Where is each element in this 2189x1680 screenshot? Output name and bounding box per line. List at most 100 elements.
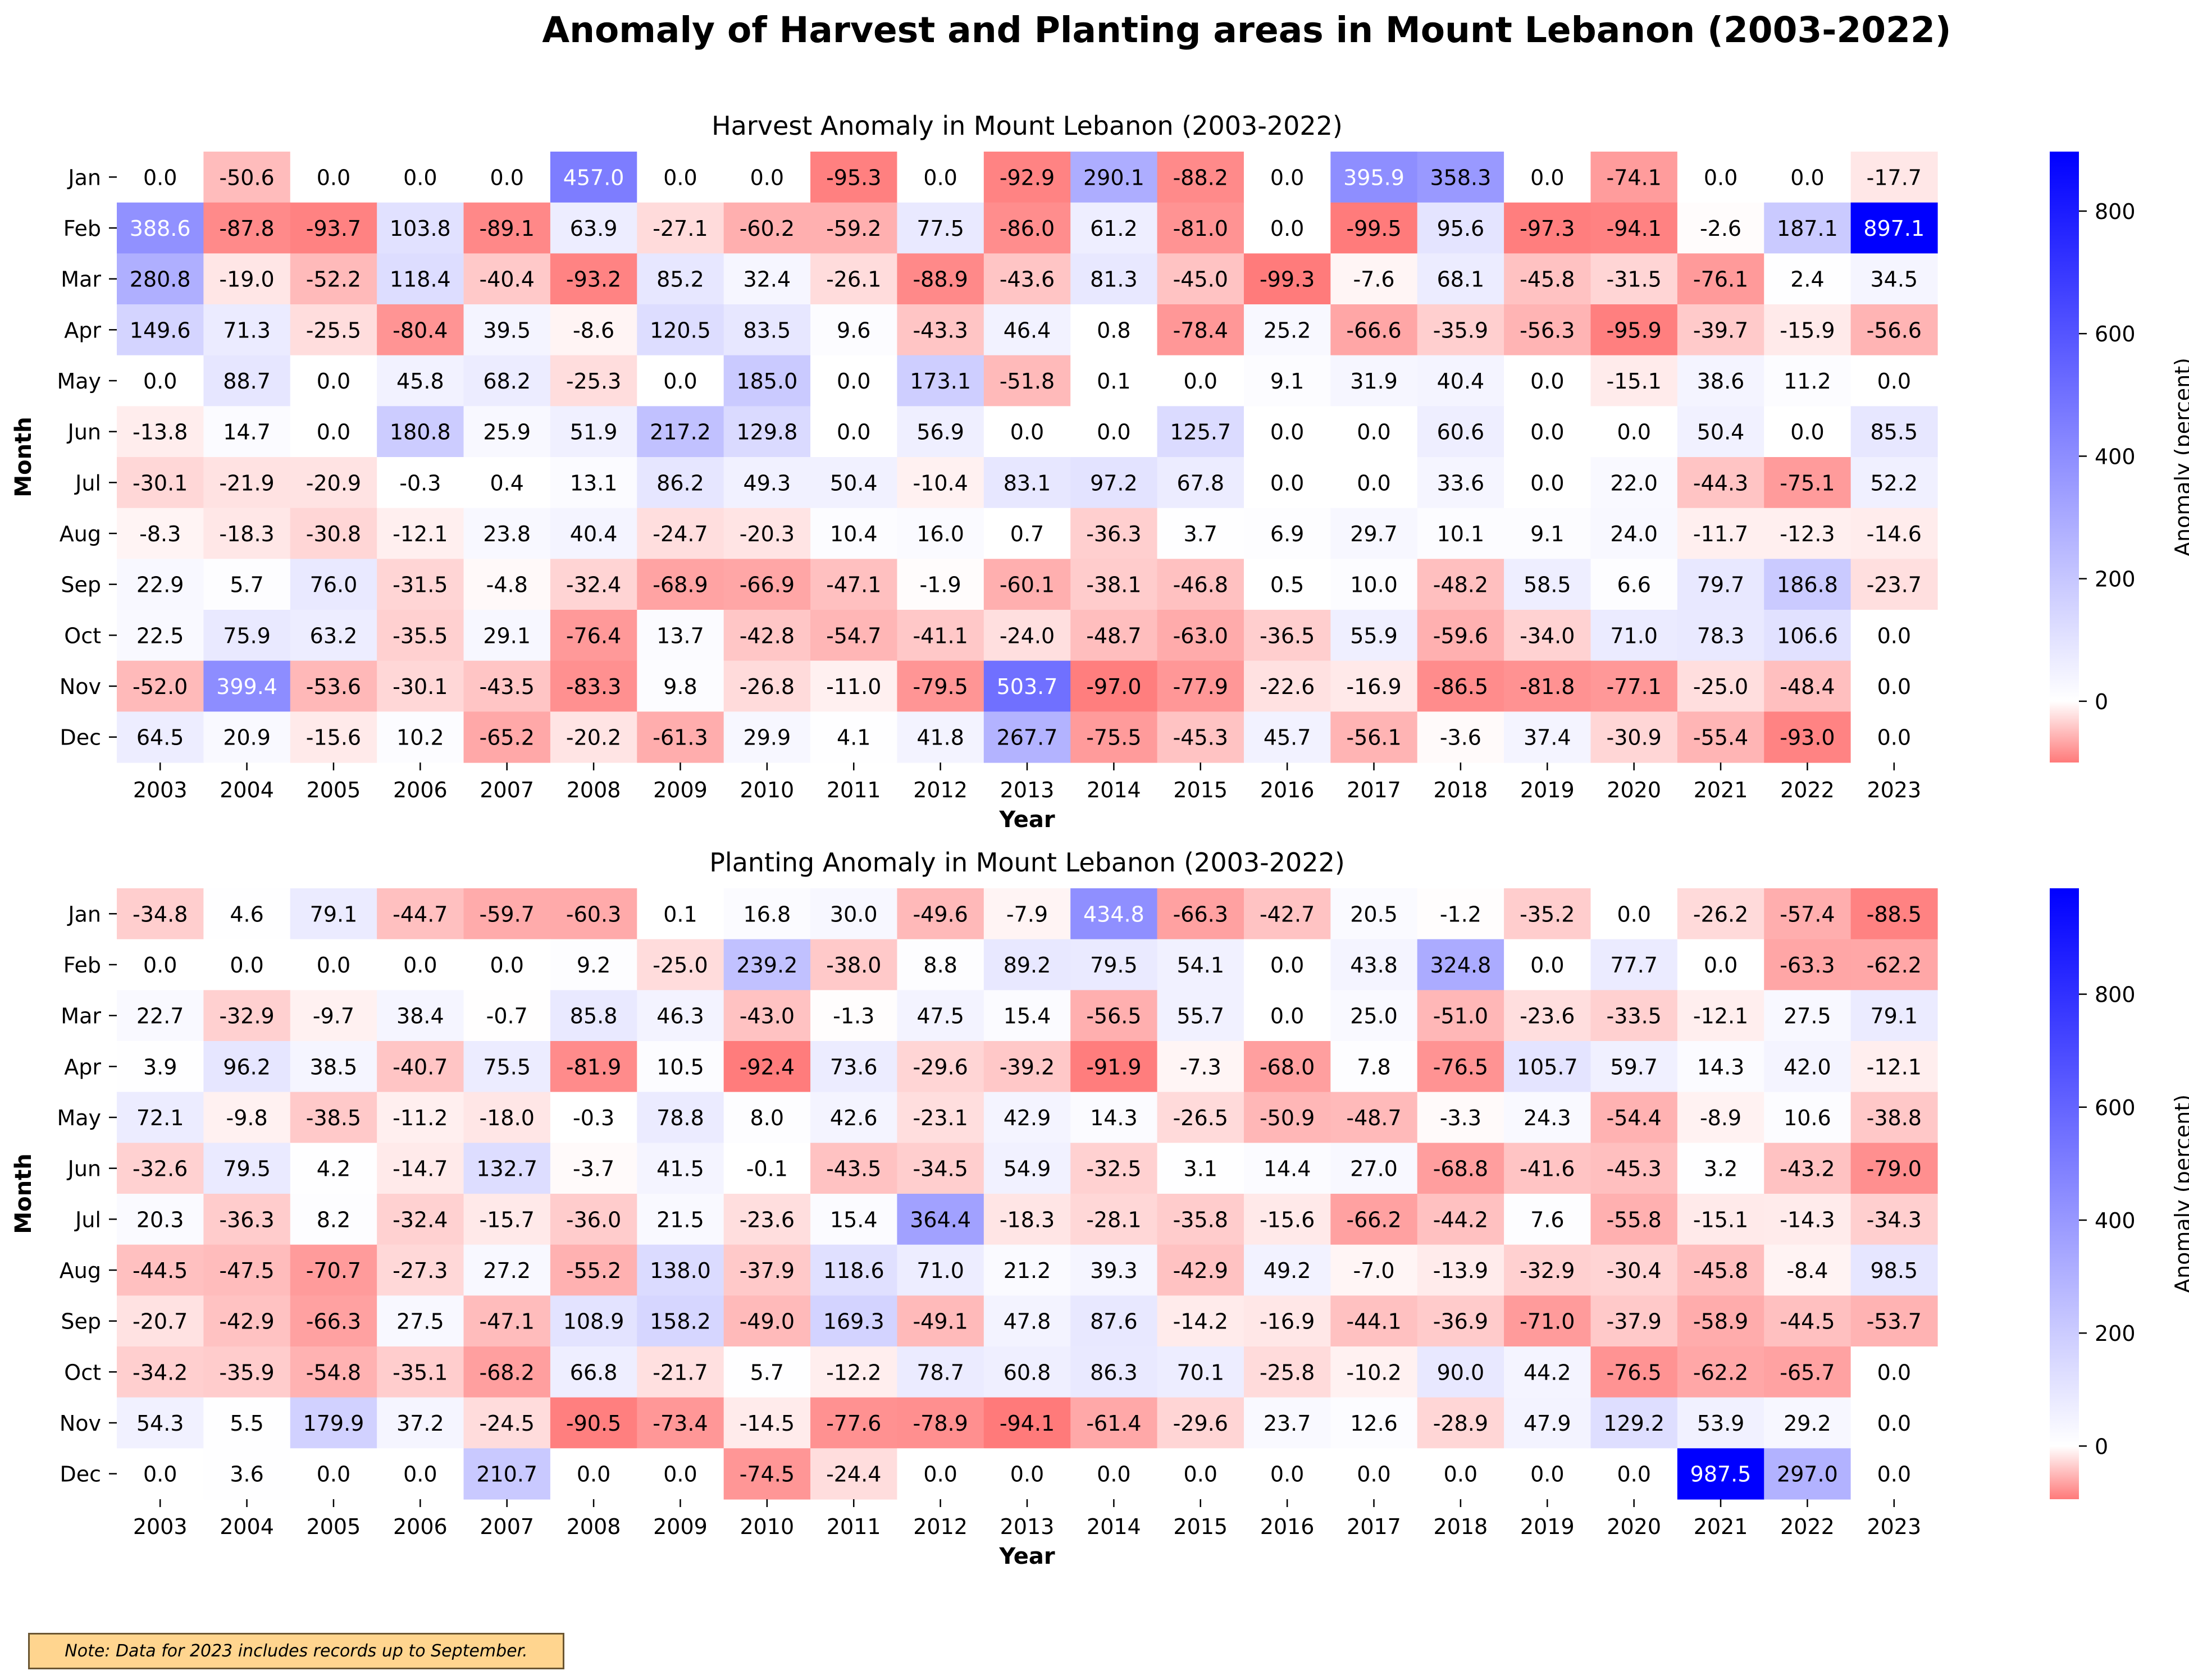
harvest-cell-value-label: 9.6	[837, 318, 870, 343]
harvest-cell-value-label: -79.5	[913, 674, 968, 699]
harvest-heatmap-cell	[1070, 559, 1158, 610]
planting-x-tick-label: 2007	[480, 1514, 534, 1539]
planting-cell-value-label: 129.2	[1603, 1411, 1664, 1436]
harvest-cell-value-label: 0.0	[1184, 369, 1217, 394]
harvest-heatmap-cell	[1504, 457, 1591, 509]
planting-cell-value-label: 47.8	[1004, 1309, 1051, 1334]
planting-y-tick-label: May	[57, 1106, 101, 1130]
harvest-y-tick-label: Jul	[74, 471, 101, 495]
planting-cell-value-label: -54.8	[306, 1360, 361, 1385]
harvest-heatmap-cell	[377, 508, 464, 559]
harvest-heatmap-cell	[550, 406, 637, 458]
harvest-heatmap-cell	[1590, 660, 1678, 712]
planting-cell-value-label: 3.9	[143, 1054, 177, 1079]
harvest-cell-value-label: -56.3	[1520, 318, 1575, 343]
planting-cell-value-label: 27.2	[483, 1258, 531, 1283]
harvest-heatmap-cell	[983, 559, 1071, 610]
planting-heatmap-cell	[1764, 1194, 1851, 1245]
planting-cell-value-label: 239.2	[736, 953, 797, 978]
planting-heatmap-cell	[550, 990, 637, 1042]
harvest-cell-value-label: -99.5	[1346, 216, 1401, 241]
harvest-heatmap-cell	[1243, 559, 1331, 610]
planting-cell-value-label: 3.1	[1184, 1157, 1217, 1181]
harvest-heatmap-cell	[377, 559, 464, 610]
planting-cell-value-label: -15.6	[1260, 1207, 1315, 1232]
planting-heatmap-cell	[1764, 1295, 1851, 1347]
planting-cell-value-label: -28.9	[1433, 1411, 1488, 1436]
planting-cell-value-label: -9.8	[226, 1106, 267, 1130]
harvest-cell-value-label: 16.0	[916, 522, 964, 546]
harvest-x-tick-label: 2007	[480, 778, 534, 802]
planting-heatmap-cell	[1677, 990, 1764, 1042]
harvest-cell-value-label: 0.0	[1617, 420, 1650, 445]
planting-cell-value-label: 47.9	[1524, 1411, 1571, 1436]
harvest-cell-value-label: -22.6	[1260, 674, 1315, 699]
harvest-cell-value-label: 0.0	[1877, 369, 1911, 394]
planting-x-tick-label: 2019	[1520, 1514, 1575, 1539]
harvest-cell-value-label: -41.1	[913, 623, 968, 648]
harvest-cell-value-label: -66.6	[1346, 318, 1401, 343]
planting-cell-value-label: -8.4	[1786, 1258, 1828, 1283]
harvest-heatmap-cell	[1070, 355, 1158, 407]
planting-heatmap-cell	[723, 939, 811, 990]
planting-cell-value-label: 54.9	[1004, 1157, 1051, 1181]
harvest-heatmap-cell	[463, 711, 551, 763]
harvest-heatmap-cell	[1330, 559, 1418, 610]
planting-cell-value-label: -12.1	[1867, 1054, 1922, 1079]
harvest-cell-value-label: 180.8	[390, 420, 451, 445]
harvest-cell-value-label: -15.6	[306, 725, 361, 750]
harvest-heatmap-cell	[810, 660, 898, 712]
planting-cell-value-label: -88.5	[1867, 902, 1922, 926]
harvest-cell-value-label: 22.0	[1610, 471, 1658, 495]
planting-heatmap-cell	[983, 939, 1071, 990]
harvest-heatmap-cell	[897, 711, 984, 763]
planting-heatmap-cell	[1330, 990, 1418, 1042]
harvest-cell-value-label: -94.1	[1607, 216, 1662, 241]
harvest-cell-value-label: -2.6	[1700, 216, 1741, 241]
harvest-colorbar-tick-label: 0	[2095, 690, 2108, 714]
harvest-heatmap-cell	[1070, 406, 1158, 458]
planting-heatmap-cell	[290, 939, 377, 990]
harvest-heatmap-cell	[1677, 508, 1764, 559]
harvest-heatmap-cell	[1417, 610, 1504, 661]
planting-cell-value-label: -20.7	[133, 1309, 188, 1334]
harvest-cell-value-label: -80.4	[393, 318, 448, 343]
planting-heatmap-cell	[117, 1244, 204, 1296]
harvest-heatmap-cell	[1417, 660, 1504, 712]
planting-cell-value-label: 5.5	[230, 1411, 263, 1436]
planting-x-tick-label: 2006	[393, 1514, 448, 1539]
harvest-x-tick-label: 2015	[1173, 778, 1228, 802]
harvest-cell-value-label: 32.4	[744, 267, 791, 292]
planting-y-tick-label: Oct	[64, 1360, 101, 1385]
planting-cell-value-label: 3.2	[1704, 1157, 1737, 1181]
harvest-heatmap-cell	[117, 508, 204, 559]
harvest-heatmap-cell	[637, 508, 724, 559]
planting-heatmap-cell	[1504, 1295, 1591, 1347]
harvest-y-axis-label: Month	[11, 417, 37, 497]
harvest-cell-value-label: 503.7	[997, 674, 1058, 699]
harvest-cell-value-label: 3.7	[1184, 522, 1217, 546]
harvest-cell-value-label: -46.8	[1173, 573, 1228, 597]
harvest-heatmap-cell	[983, 610, 1071, 661]
planting-heatmap-cell	[723, 1194, 811, 1245]
planting-cell-value-label: -66.3	[1173, 902, 1228, 926]
planting-cell-value-label: 0.0	[317, 1462, 350, 1487]
harvest-cell-value-label: -77.9	[1173, 674, 1228, 699]
planting-cell-value-label: 324.8	[1430, 953, 1492, 978]
harvest-cell-value-label: -74.1	[1607, 165, 1662, 190]
planting-heatmap-cell	[203, 1295, 291, 1347]
planting-heatmap-cell	[983, 1295, 1071, 1347]
harvest-cell-value-label: 186.8	[1777, 573, 1838, 597]
harvest-heatmap-cell	[1504, 610, 1591, 661]
harvest-heatmap-cell	[377, 406, 464, 458]
harvest-heatmap-cell	[897, 559, 984, 610]
planting-heatmap-cell	[203, 1194, 291, 1245]
planting-cell-value-label: -58.9	[1693, 1309, 1748, 1334]
planting-heatmap-cell	[377, 1448, 464, 1500]
harvest-heatmap-cell	[1330, 355, 1418, 407]
harvest-cell-value-label: -36.5	[1260, 623, 1315, 648]
planting-cell-value-label: -38.5	[306, 1106, 361, 1130]
harvest-cell-value-label: -51.8	[1000, 369, 1055, 394]
harvest-cell-value-label: -19.0	[219, 267, 274, 292]
harvest-heatmap-cell	[1850, 202, 1938, 254]
